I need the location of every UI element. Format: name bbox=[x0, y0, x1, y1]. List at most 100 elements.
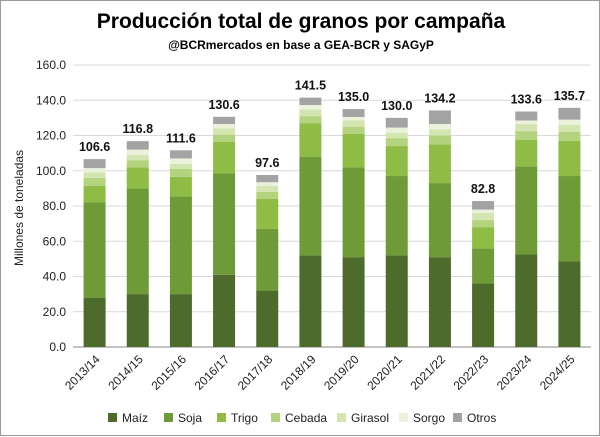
bar-segment bbox=[213, 128, 236, 135]
bar-segment bbox=[472, 209, 495, 214]
y-tick-label: 100.0 bbox=[36, 164, 66, 178]
bar-segment bbox=[515, 124, 538, 132]
x-tick-label: 2018/19 bbox=[278, 352, 319, 393]
bar-segment bbox=[83, 177, 106, 186]
x-tick-label: 2020/21 bbox=[364, 352, 405, 393]
x-tick-label: 2024/25 bbox=[537, 352, 578, 393]
bar-segment bbox=[299, 123, 322, 157]
bar-segment bbox=[428, 144, 451, 184]
bars bbox=[83, 97, 581, 347]
bar-segment bbox=[169, 150, 192, 159]
grid-lines bbox=[73, 64, 591, 348]
x-tick-label: 2021/22 bbox=[407, 352, 448, 393]
y-tick-label: 160.0 bbox=[36, 58, 66, 72]
bar-segment bbox=[169, 168, 192, 177]
bar-segment bbox=[169, 196, 192, 295]
legend-label: Otros bbox=[467, 411, 496, 425]
bar-total-label: 130.0 bbox=[381, 99, 412, 113]
bar-segment bbox=[126, 167, 149, 189]
bar-segment bbox=[342, 167, 365, 258]
legend-label: Cebada bbox=[285, 411, 327, 425]
bar-segment bbox=[83, 185, 106, 203]
x-tick-label: 2022/23 bbox=[451, 352, 492, 393]
bar-segment bbox=[558, 140, 581, 177]
x-tick-label: 2017/18 bbox=[235, 352, 276, 393]
bar-segment bbox=[428, 183, 451, 258]
bar-segment bbox=[428, 129, 451, 136]
bar-segment bbox=[83, 172, 106, 178]
bar-segment bbox=[83, 202, 106, 298]
bar-segment bbox=[472, 220, 495, 228]
bar-total-label: 82.8 bbox=[471, 182, 495, 196]
bar-segment bbox=[428, 135, 451, 145]
legend-label: Maíz bbox=[122, 411, 148, 425]
legend-label: Girasol bbox=[351, 411, 389, 425]
bar-segment bbox=[472, 248, 495, 284]
bar-segment bbox=[342, 116, 365, 121]
bar-segment bbox=[515, 120, 538, 125]
y-tick-label: 0.0 bbox=[49, 340, 66, 354]
bar-segment bbox=[342, 257, 365, 347]
bar-totals: 106.6 116.8 111.6 130.6 97.6 141.5 135.0 130.0 1… bbox=[79, 79, 585, 196]
bar-segment bbox=[213, 173, 236, 275]
bar-segment bbox=[515, 254, 538, 347]
bar-segment bbox=[342, 109, 365, 117]
y-tick-label: 60.0 bbox=[43, 234, 67, 248]
bar-segment bbox=[472, 213, 495, 221]
bar-segment bbox=[126, 294, 149, 347]
x-axis-ticks: 2013/14 2014/15 2015/16 2016/17 2017/18 2018/… bbox=[62, 352, 578, 393]
bar-segment bbox=[126, 149, 149, 155]
y-tick-label: 20.0 bbox=[43, 305, 67, 319]
bar-segment bbox=[299, 109, 322, 117]
x-tick-label: 2014/15 bbox=[105, 352, 146, 393]
x-tick-label: 2015/16 bbox=[148, 352, 189, 393]
bar-segment bbox=[558, 176, 581, 262]
bar-segment bbox=[126, 154, 149, 161]
legend-swatch bbox=[217, 413, 226, 422]
bar-segment bbox=[169, 176, 192, 197]
bar-segment bbox=[472, 201, 495, 210]
bar-total-label: 141.5 bbox=[295, 79, 326, 93]
bar-segment bbox=[126, 188, 149, 295]
bar-segment bbox=[472, 227, 495, 249]
legend-swatch bbox=[453, 413, 462, 422]
bar-total-label: 97.6 bbox=[255, 156, 279, 170]
x-tick-label: 2019/20 bbox=[321, 352, 362, 393]
bar-total-label: 135.0 bbox=[338, 90, 369, 104]
bar-segment bbox=[385, 176, 408, 256]
bar-total-label: 135.7 bbox=[554, 89, 585, 103]
bar-segment bbox=[515, 166, 538, 255]
bar-segment bbox=[558, 107, 581, 120]
bar-segment bbox=[299, 105, 322, 110]
bar-segment bbox=[256, 174, 279, 183]
bar-segment bbox=[428, 124, 451, 130]
legend-swatch bbox=[108, 413, 117, 422]
bar-segment bbox=[428, 110, 451, 125]
y-tick-label: 120.0 bbox=[36, 129, 66, 143]
bar-segment bbox=[385, 138, 408, 147]
bar-segment bbox=[256, 228, 279, 291]
bar-segment bbox=[515, 111, 538, 121]
bar-segment bbox=[385, 117, 408, 128]
bar-segment bbox=[169, 163, 192, 169]
bar-segment bbox=[558, 261, 581, 347]
legend-swatch bbox=[164, 413, 173, 422]
chart-subtitle: @BCRmercados en base a GEA-BCR y SAGyP bbox=[168, 38, 434, 52]
bar-segment bbox=[428, 257, 451, 347]
bar-segment bbox=[299, 255, 322, 347]
bar-segment bbox=[83, 297, 106, 347]
legend-swatch bbox=[271, 413, 280, 422]
x-tick-label: 2013/14 bbox=[62, 352, 103, 393]
bar-segment bbox=[299, 97, 322, 106]
bar-segment bbox=[256, 182, 279, 186]
bar-segment bbox=[515, 139, 538, 167]
bar-segment bbox=[385, 132, 408, 139]
y-tick-label: 140.0 bbox=[36, 93, 66, 107]
bar-total-label: 134.2 bbox=[424, 91, 455, 105]
bar-segment bbox=[385, 146, 408, 177]
bar-segment bbox=[558, 131, 581, 141]
bar-segment bbox=[342, 120, 365, 127]
bar-segment bbox=[515, 131, 538, 140]
